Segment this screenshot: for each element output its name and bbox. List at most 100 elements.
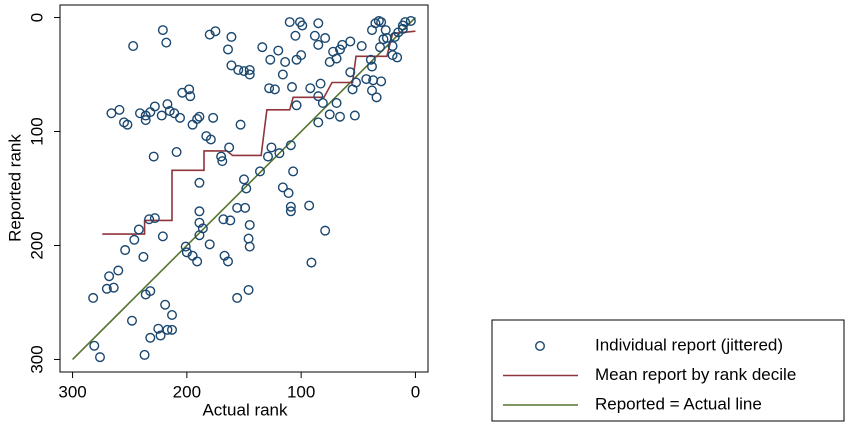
scatter-point <box>181 247 192 258</box>
scatter-point <box>265 54 276 65</box>
scatter-point <box>351 77 362 88</box>
scatter-point <box>225 215 236 226</box>
y-axis-label: Reported rank <box>5 134 24 242</box>
scatter-point <box>244 64 255 75</box>
scatter-point <box>144 214 155 225</box>
scatter-point <box>180 241 191 252</box>
legend-label: Individual report (jittered) <box>595 335 783 354</box>
scatter-point <box>331 98 342 109</box>
scatter-point <box>113 265 124 276</box>
scatter-point <box>274 148 285 159</box>
scatter-point <box>285 201 296 212</box>
scatter-point <box>133 224 144 235</box>
scatter-point <box>277 69 288 80</box>
scatter-point <box>161 37 172 48</box>
scatter-point <box>263 151 274 162</box>
scatter-point <box>376 17 387 28</box>
scatter-point <box>291 54 302 65</box>
scatter-point <box>324 109 335 120</box>
legend-label: Reported = Actual line <box>595 394 762 413</box>
scatter-point <box>313 39 324 50</box>
scatter-point <box>157 231 168 242</box>
scatter-point <box>160 299 171 310</box>
scatter-point <box>222 44 233 55</box>
scatter-point <box>367 61 378 72</box>
x-tick-label: 200 <box>173 382 201 401</box>
scatter-point <box>194 206 205 217</box>
scatter-point <box>88 292 99 303</box>
scatter-point <box>285 206 296 217</box>
scatter-point <box>244 241 255 252</box>
scatter-point <box>235 119 246 130</box>
scatter-point <box>304 200 315 211</box>
scatter-point <box>157 25 168 36</box>
scatter-point <box>320 225 331 236</box>
scatter-point <box>145 286 156 297</box>
scatter-point <box>166 324 177 335</box>
legend-marker <box>535 341 546 352</box>
scatter-point <box>297 20 308 31</box>
scatter-point <box>309 30 320 41</box>
scatter-point <box>266 142 277 153</box>
legend-label: Mean report by rank decile <box>595 365 796 384</box>
scatter-point <box>365 54 376 65</box>
scatter-point <box>226 60 237 71</box>
scatter-point <box>345 67 356 78</box>
scatter-point <box>122 119 133 130</box>
scatter-point <box>128 41 139 52</box>
scatter-point <box>345 36 356 47</box>
scatter-point <box>232 202 243 213</box>
scatter-point <box>205 134 216 145</box>
scatter-point <box>313 117 324 128</box>
scatter-point <box>208 112 219 123</box>
scatter-point <box>216 151 227 162</box>
scatter-point <box>269 84 280 95</box>
scatter-point <box>288 166 299 177</box>
scatter-point <box>126 315 137 326</box>
scatter-point <box>387 41 398 52</box>
scatter-point <box>108 282 119 293</box>
scatter-point <box>397 23 408 34</box>
scatter-point <box>174 112 185 123</box>
scatter-point <box>371 92 382 103</box>
legend-box <box>491 319 845 422</box>
scatter-point <box>273 45 284 56</box>
scatter-point <box>257 42 268 53</box>
scatter-point <box>187 119 198 130</box>
scatter-point <box>166 310 177 321</box>
x-tick-label: 0 <box>411 382 420 401</box>
scatter-point <box>243 284 254 295</box>
scatter-point <box>192 113 203 124</box>
scatter-point <box>305 83 316 94</box>
scatter-point <box>134 108 145 119</box>
scatter-point <box>306 257 317 268</box>
scatter-point <box>219 250 230 261</box>
scatter-point <box>313 91 324 102</box>
scatter-point <box>222 256 233 267</box>
scatter-point <box>335 111 346 122</box>
scatter-point <box>320 33 331 44</box>
scatter-point <box>149 101 160 112</box>
plot-frame <box>59 4 429 373</box>
scatter-point <box>89 340 100 351</box>
x-tick-label: 300 <box>58 382 86 401</box>
data-line <box>72 16 416 361</box>
scatter-point <box>315 78 326 89</box>
scatter-point <box>104 271 115 282</box>
scatter-point <box>244 69 255 80</box>
scatter-point <box>405 15 416 26</box>
scatter-point <box>140 115 151 126</box>
scatter-point <box>397 20 408 31</box>
scatter-point <box>233 64 244 75</box>
scatter-point <box>285 140 296 151</box>
scatter-point <box>324 56 335 67</box>
scatter-point <box>204 29 215 40</box>
scatter-point <box>106 108 117 119</box>
scatter-point <box>264 83 275 94</box>
y-tick-label: 200 <box>27 231 46 259</box>
scatter-point <box>194 217 205 228</box>
scatter-point <box>139 349 150 360</box>
scatter-point <box>194 111 205 122</box>
scatter-point <box>254 166 265 177</box>
